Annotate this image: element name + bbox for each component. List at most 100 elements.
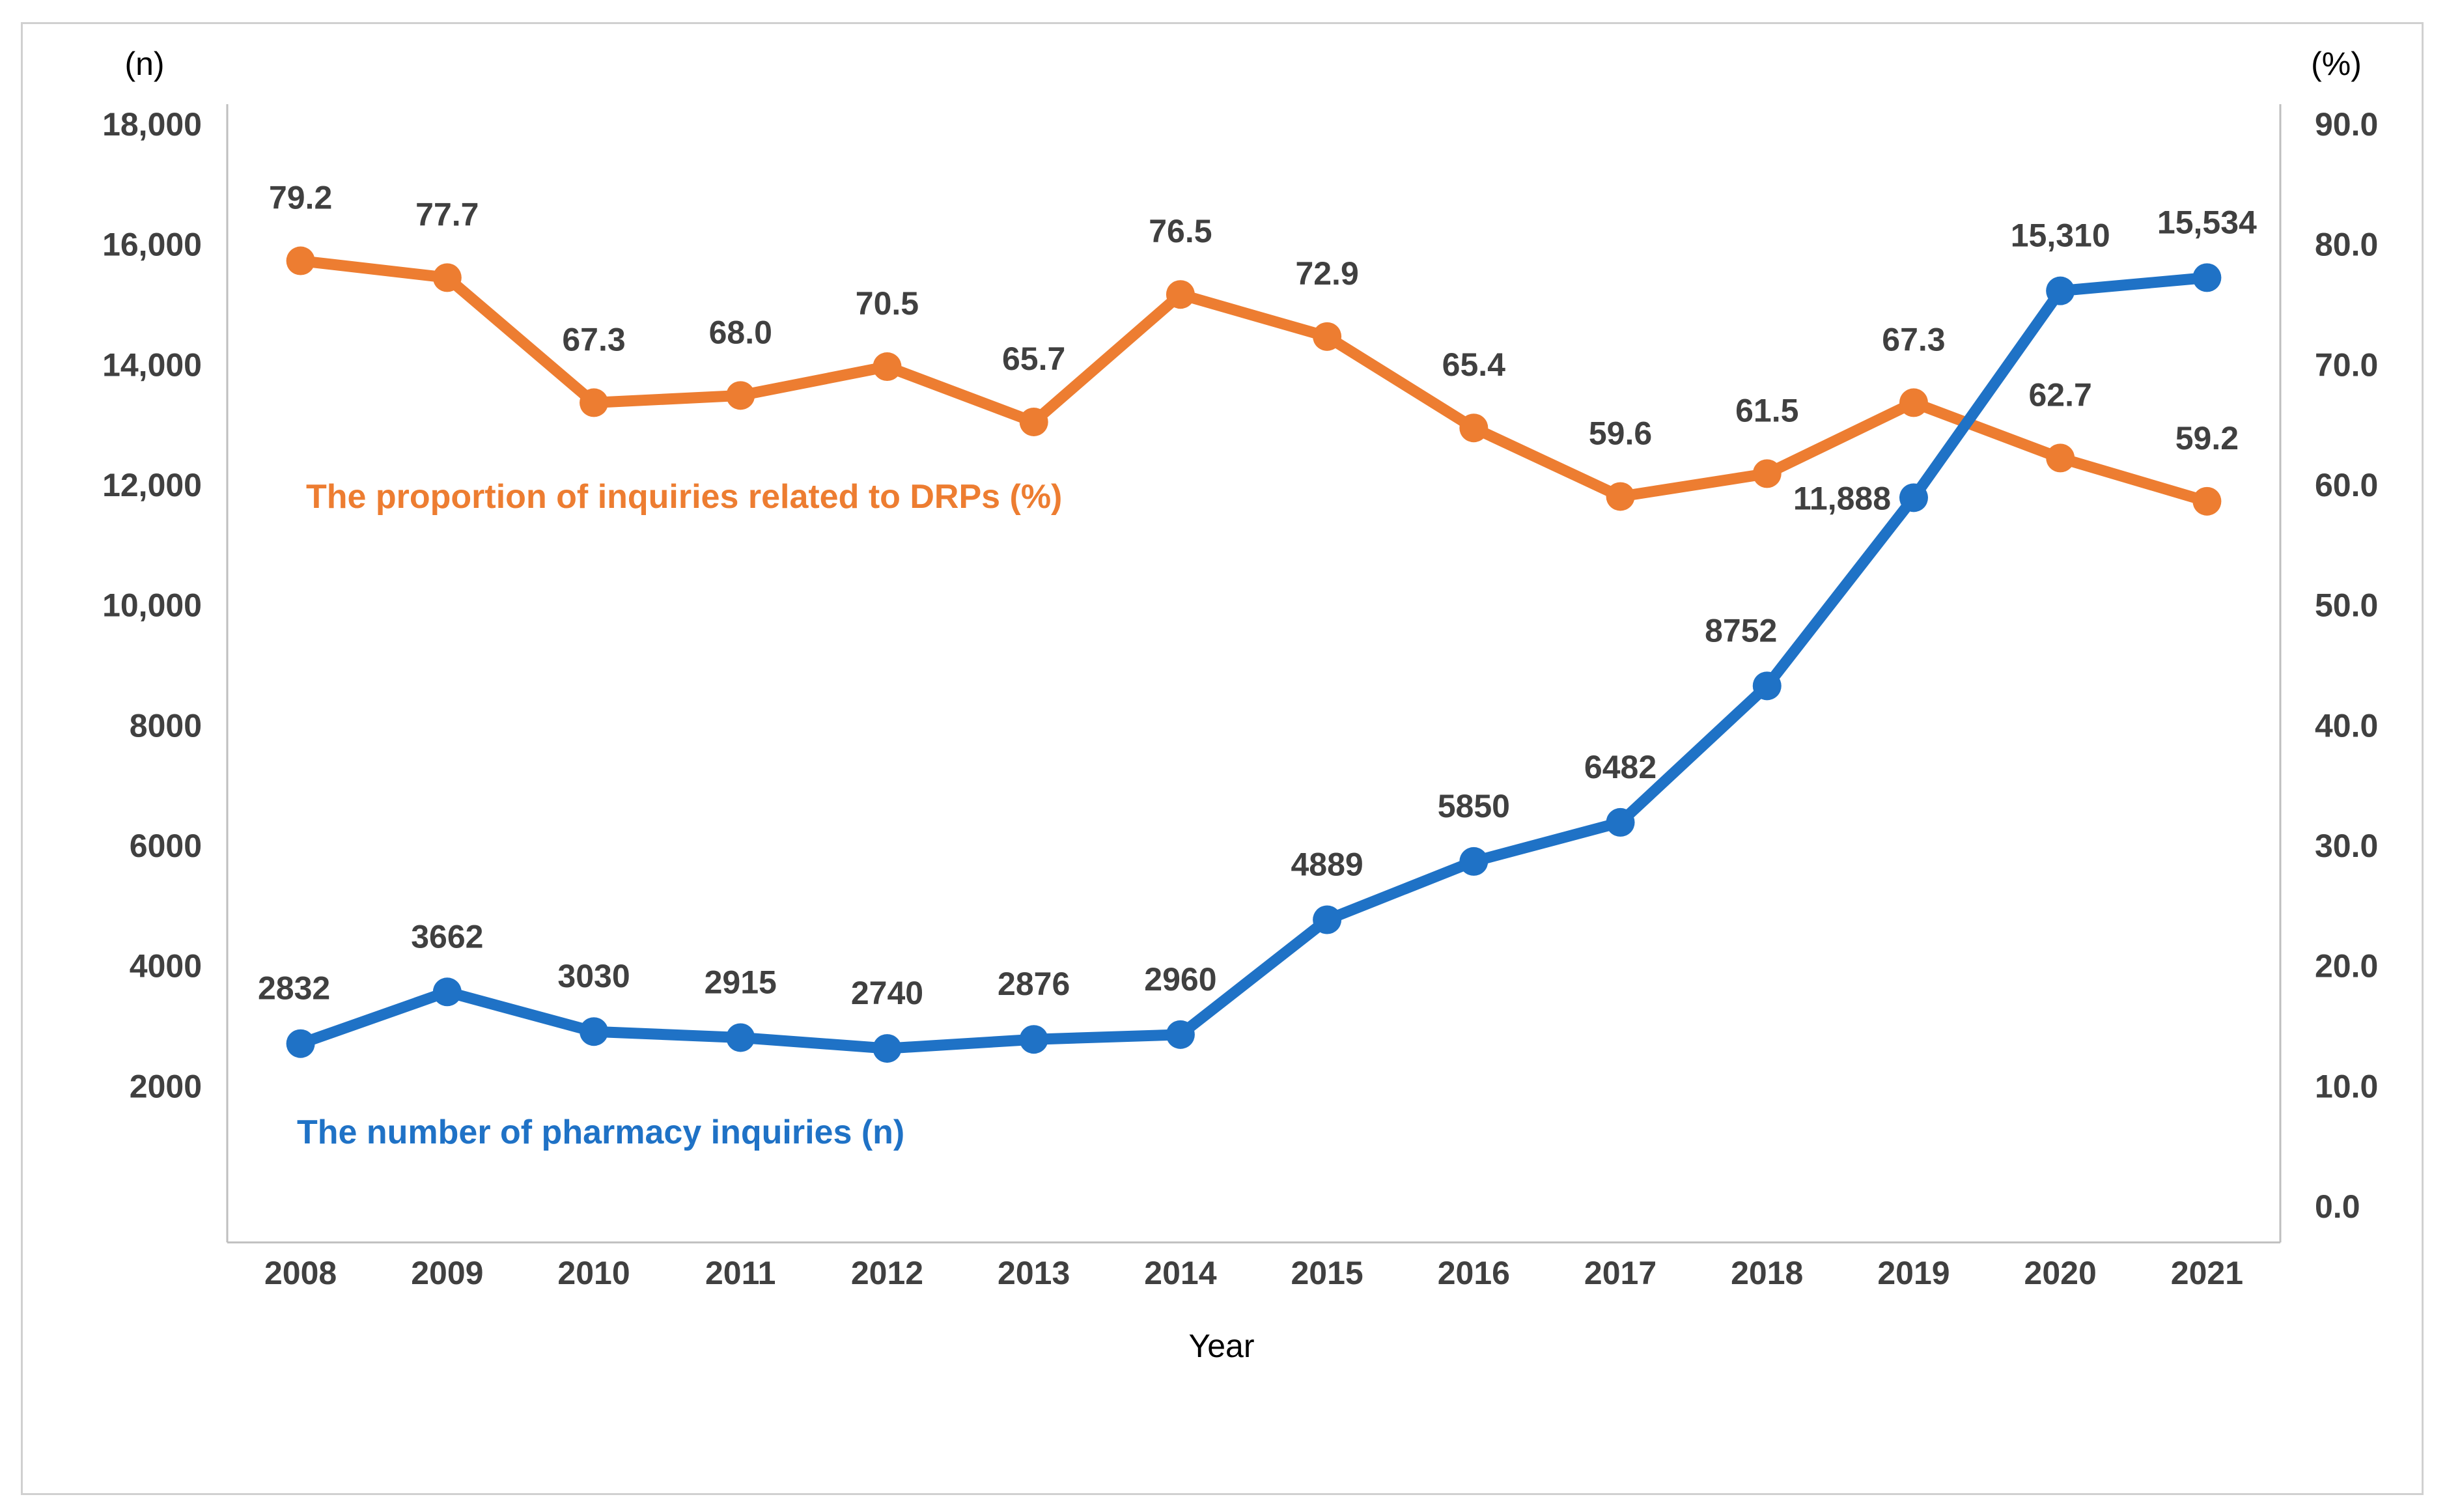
right-axis-tick-label: 90.0	[2315, 106, 2378, 143]
right-axis-tick-label: 80.0	[2315, 227, 2378, 263]
axes	[226, 104, 2282, 1244]
data-point	[2192, 486, 2222, 516]
right-axis-tick-label: 70.0	[2315, 346, 2378, 383]
right-axis-tick-label: 30.0	[2315, 828, 2378, 864]
data-point	[2046, 443, 2075, 473]
x-axis-tick-label: 2009	[411, 1255, 483, 1291]
x-axis-tick-label: 2018	[1731, 1255, 1803, 1291]
data-point	[1313, 905, 1342, 934]
x-axis-tick-label: 2014	[1144, 1255, 1216, 1291]
right-axis-tick-label: 0.0	[2315, 1188, 2360, 1225]
data-label: 15,534	[2157, 204, 2257, 240]
left-axis-tick-label: 6000	[130, 828, 202, 864]
x-axis-tick-label: 2013	[998, 1255, 1070, 1291]
data-point	[1752, 459, 1782, 488]
data-label: 61.5	[1735, 392, 1798, 428]
data-label: 65.7	[1002, 341, 1065, 377]
data-label: 3662	[411, 918, 483, 955]
data-point	[1752, 671, 1782, 701]
x-axis-tick-label: 2008	[264, 1255, 337, 1291]
left-axis-unit: (n)	[124, 46, 164, 82]
x-axis-title: Year	[1188, 1328, 1254, 1364]
data-point	[580, 1017, 609, 1046]
data-label: 2740	[851, 975, 923, 1011]
right-axis-tick-label: 50.0	[2315, 587, 2378, 624]
data-point	[1313, 322, 1342, 351]
data-point	[1019, 407, 1048, 436]
left-axis-tick-label: 14,000	[102, 346, 202, 383]
x-axis-tick-label: 2019	[1877, 1255, 1950, 1291]
x-axis-ticks: 2008 2009 2010 2011 2012 2013 2014 2015 2016 2017…	[264, 1255, 2243, 1291]
data-point	[1166, 1020, 1195, 1049]
x-axis-tick-label: 2021	[2171, 1255, 2243, 1291]
data-point	[286, 1029, 315, 1058]
series-layer: 79.2 77.7 67.3 68.0 70.5 65.7 76.5 72.9 65.4 59.6…	[258, 180, 2257, 1063]
data-label: 67.3	[1882, 321, 1945, 357]
data-label: 4889	[1291, 846, 1363, 882]
data-label: 62.7	[2029, 376, 2092, 413]
data-label: 67.3	[562, 321, 625, 357]
data-label: 76.5	[1149, 213, 1212, 249]
data-point	[286, 246, 315, 275]
x-axis-tick-label: 2015	[1291, 1255, 1363, 1291]
data-point	[432, 263, 462, 292]
data-point	[2192, 263, 2222, 292]
data-point	[1019, 1025, 1048, 1054]
data-point	[432, 977, 462, 1007]
data-label: 2960	[1144, 961, 1216, 998]
right-axis-tick-label: 10.0	[2315, 1068, 2378, 1104]
data-label: 2915	[705, 964, 777, 1000]
data-label: 3030	[557, 958, 630, 994]
right-axis-ticks: 0.0 10.0 20.0 30.0 40.0 50.0 60.0 70.0 80.0 90.0	[2315, 106, 2378, 1225]
x-axis-tick-label: 2012	[851, 1255, 923, 1291]
chart-frame	[21, 22, 2424, 1495]
data-point	[580, 388, 609, 417]
series-line	[295, 255, 2213, 507]
left-axis-tick-label: 10,000	[102, 587, 202, 624]
data-point	[1606, 482, 1635, 511]
data-label: 59.6	[1589, 415, 1652, 451]
data-label: 15,310	[2011, 217, 2110, 254]
left-axis-tick-label: 18,000	[102, 106, 202, 143]
left-axis-tick-label: 8000	[130, 707, 202, 744]
data-label: 2832	[258, 970, 330, 1007]
right-axis-tick-label: 20.0	[2315, 948, 2378, 985]
x-axis-tick-label: 2017	[1584, 1255, 1657, 1291]
right-axis-tick-label: 40.0	[2315, 707, 2378, 744]
data-point	[1606, 807, 1635, 837]
data-label: 59.2	[2175, 420, 2239, 456]
x-axis-tick-label: 2011	[705, 1255, 776, 1291]
data-label: 65.4	[1442, 346, 1506, 383]
data-label: 68.0	[709, 314, 772, 350]
data-label: 77.7	[415, 196, 479, 232]
data-label: 6482	[1584, 749, 1657, 785]
left-axis-tick-label: 12,000	[102, 467, 202, 503]
left-axis-tick-label: 16,000	[102, 227, 202, 263]
series-label-drp-proportion: The proportion of inquiries related to D…	[306, 478, 1062, 516]
x-axis-tick-label: 2016	[1438, 1255, 1510, 1291]
data-point	[1166, 280, 1195, 309]
data-point	[726, 381, 755, 410]
data-point	[1459, 413, 1489, 443]
left-axis-tick-label: 2000	[130, 1068, 202, 1104]
series-label-pharmacy-inquiries: The number of pharmacy inquiries (n)	[297, 1113, 904, 1151]
right-axis-tick-label: 60.0	[2315, 467, 2378, 503]
data-label: 8752	[1705, 612, 1777, 649]
right-axis-unit: (%)	[2311, 46, 2362, 82]
data-label: 79.2	[269, 180, 332, 216]
data-label: 2876	[998, 966, 1070, 1002]
data-point	[1899, 388, 1928, 417]
data-point	[873, 1034, 902, 1063]
data-label: 72.9	[1295, 255, 1358, 292]
x-axis-tick-label: 2010	[557, 1255, 630, 1291]
x-axis-tick-label: 2020	[2024, 1255, 2097, 1291]
left-axis-tick-label: 4000	[130, 948, 202, 985]
series-line	[295, 272, 2213, 1054]
data-label: 11,888	[1793, 480, 1891, 516]
data-label: 70.5	[856, 285, 919, 322]
data-point	[873, 352, 902, 382]
left-axis-ticks: 2000 4000 6000 8000 10,000 12,000 14,000 16,000…	[102, 106, 202, 1104]
data-point	[1459, 847, 1489, 876]
data-label: 5850	[1438, 788, 1510, 824]
